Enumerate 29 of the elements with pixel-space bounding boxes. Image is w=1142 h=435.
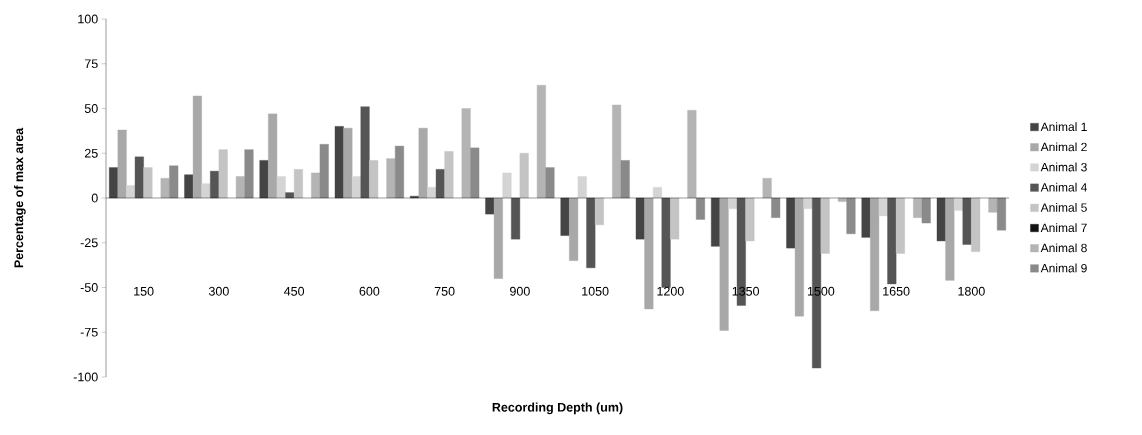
legend-label: Animal 1 [1040,122,1087,132]
y-tick-label: -75 [80,327,98,337]
y-tick-label: 100 [78,14,98,24]
x-tick-label: 150 [134,286,154,296]
legend-label: Animal 2 [1040,142,1087,152]
x-axis-title: Recording Depth (um) [492,402,623,415]
x-tick-label: 900 [510,286,530,296]
x-tick-label: 450 [283,286,305,296]
legend-label: Animal 4 [1040,182,1087,192]
x-tick-label: 750 [434,286,455,296]
y-axis-title: Percentage of max area [14,127,26,268]
legend-label: Animal 7 [1040,223,1087,232]
y-tick-label: -25 [80,238,98,248]
y-tick-label: 0 [91,193,98,203]
y-tick-label: 25 [84,148,98,158]
x-tick-label: 1650 [883,286,910,296]
y-tick-label: -50 [80,283,98,292]
legend-label: Animal 3 [1040,162,1087,172]
legend-label: Animal 5 [1040,203,1087,212]
x-tick-label: 1050 [582,286,609,296]
legend-label: Animal 8 [1040,243,1087,253]
y-tick-label: 75 [84,59,98,69]
y-tick-label: -100 [73,372,98,382]
legend-label: Animal 9 [1040,263,1087,273]
x-tick-label: 1800 [958,286,985,296]
x-tick-label: 1200 [657,286,684,296]
x-tick-label: 300 [208,286,229,296]
x-tick-label: 600 [359,286,380,296]
y-tick-label: 50 [84,104,98,113]
